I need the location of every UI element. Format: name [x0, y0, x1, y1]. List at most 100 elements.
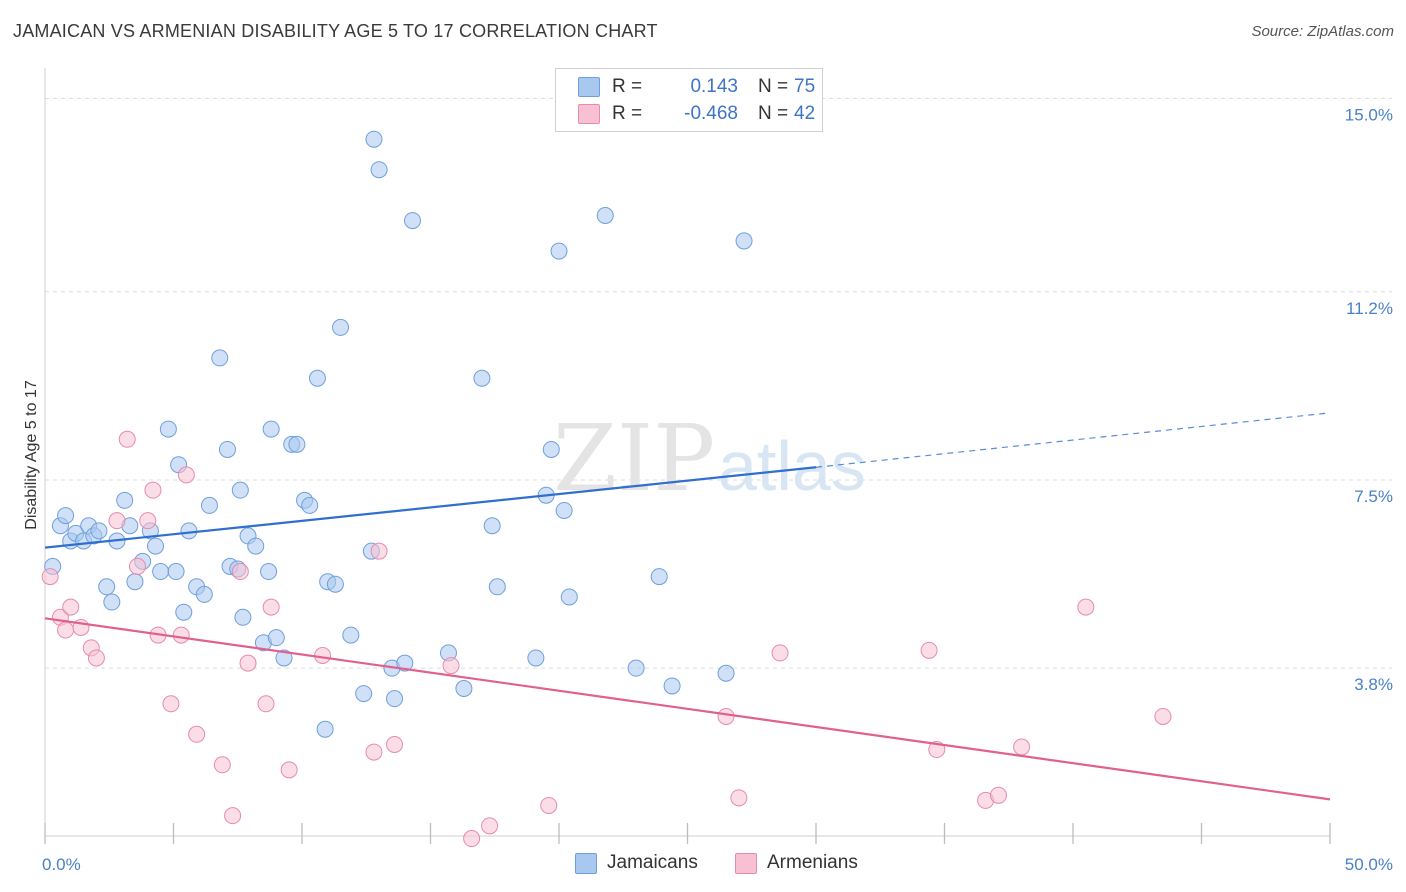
armenians-point: [231, 563, 249, 581]
armenians-point: [481, 817, 499, 835]
jamaicans-point: [180, 522, 198, 540]
jamaicans-point: [308, 369, 326, 387]
jamaicans-point: [316, 720, 334, 738]
source-label: Source: ZipAtlas.com: [1251, 23, 1394, 40]
armenians-point: [177, 466, 195, 484]
watermark-zip: ZIP: [553, 405, 715, 512]
armenians-point: [41, 568, 59, 586]
armenians-point: [108, 512, 126, 530]
armenians-point: [129, 557, 147, 575]
armenians-point: [257, 695, 275, 713]
armenians-point: [239, 654, 257, 672]
jamaicans-point: [103, 593, 121, 611]
armenians-point: [188, 725, 206, 743]
jamaicans-point: [275, 649, 293, 667]
jamaicans-point: [370, 161, 388, 179]
armenians-point: [280, 761, 298, 779]
armenians-point: [62, 598, 80, 616]
axes: [44, 68, 1331, 844]
jamaicans-point: [332, 318, 350, 336]
jamaicans-point: [355, 685, 373, 703]
armenians-point: [162, 695, 180, 713]
jamaicans-point: [262, 420, 280, 438]
armenians-point: [1013, 738, 1031, 756]
armenians-point: [771, 644, 789, 662]
jamaicans-point: [365, 130, 383, 148]
armenians-point: [172, 626, 190, 644]
y-tick-labels: 3.8% 7.5% 11.2% 15.0%: [1345, 106, 1393, 695]
armenians-point: [314, 646, 332, 664]
armenians-point: [118, 430, 136, 448]
jamaicans-point: [126, 573, 144, 591]
armenians-point: [920, 641, 938, 659]
jamaicans-point: [473, 369, 491, 387]
armenians-point: [1077, 598, 1095, 616]
jamaicans-point: [596, 206, 614, 224]
jamaicans-point: [404, 212, 422, 230]
r-value: -0.468: [684, 103, 738, 124]
jamaicans-swatch: [578, 77, 600, 97]
watermark-atlas: atlas: [718, 427, 866, 505]
armenians-legend-swatch: [735, 853, 757, 874]
legend-label: Armenians: [767, 852, 858, 873]
jamaicans-point: [542, 440, 560, 458]
watermark: ZIP atlas: [553, 405, 866, 512]
y-tick-label: 7.5%: [1354, 487, 1393, 506]
jamaicans-point: [167, 563, 185, 581]
jamaicans-point: [175, 603, 193, 621]
armenians-point: [730, 789, 748, 807]
n-value: 75: [794, 76, 816, 97]
jamaicans-point: [260, 563, 278, 581]
y-axis-label: Disability Age 5 to 17: [23, 380, 40, 530]
r-label: R =: [612, 103, 643, 124]
armenians-point: [370, 542, 388, 560]
jamaicans-trend-line: [44, 466, 817, 549]
jamaicans-point: [560, 588, 578, 606]
x-tick-label: 50.0%: [1345, 855, 1393, 874]
armenians-point: [57, 621, 75, 639]
armenians-point: [540, 796, 558, 814]
y-tick-label: 11.2%: [1346, 299, 1393, 318]
n-value: 42: [794, 103, 816, 124]
jamaicans-point: [267, 629, 285, 647]
armenians-swatch: [578, 104, 600, 124]
jamaicans-point: [211, 349, 229, 367]
jamaicans-legend-swatch: [575, 853, 597, 874]
jamaicans-point: [663, 677, 681, 695]
jamaicans-point: [627, 659, 645, 677]
y-tick-label: 3.8%: [1354, 675, 1393, 694]
jamaicans-point: [195, 585, 213, 603]
jamaicans-point: [98, 578, 116, 596]
armenians-point: [386, 735, 404, 753]
armenians-point: [365, 743, 383, 761]
jamaicans-point: [326, 575, 344, 593]
jamaicans-point: [396, 654, 414, 672]
stats-legend: R = 0.143 N = 75 R = -0.468 N = 42: [555, 68, 823, 132]
jamaicans-point: [301, 496, 319, 514]
grid-lines: [45, 98, 1392, 669]
jamaicans-point: [234, 608, 252, 626]
jamaicans-point: [455, 680, 473, 698]
armenians-point: [989, 786, 1007, 804]
jamaicans-point: [550, 242, 568, 260]
jamaicans-point: [342, 626, 360, 644]
armenians-point: [463, 830, 481, 848]
armenians-point: [262, 598, 280, 616]
jamaicans-point: [200, 496, 218, 514]
jamaicans-point: [116, 491, 134, 509]
jamaicans-point: [288, 435, 306, 453]
chart-title: JAMAICAN VS ARMENIAN DISABILITY AGE 5 TO…: [13, 21, 658, 41]
jamaicans-point: [527, 649, 545, 667]
x-tick-label: 0.0%: [42, 855, 81, 874]
armenians-point: [87, 649, 105, 667]
jamaicans-point: [57, 507, 75, 525]
jamaicans-point: [717, 664, 735, 682]
jamaicans-point: [231, 481, 249, 499]
y-tick-label: 15.0%: [1345, 106, 1393, 125]
armenians-point: [1154, 707, 1172, 725]
armenians-point: [144, 481, 162, 499]
n-label: N =: [758, 103, 789, 124]
trend-lines: [44, 412, 1331, 801]
armenians-point: [442, 657, 460, 675]
